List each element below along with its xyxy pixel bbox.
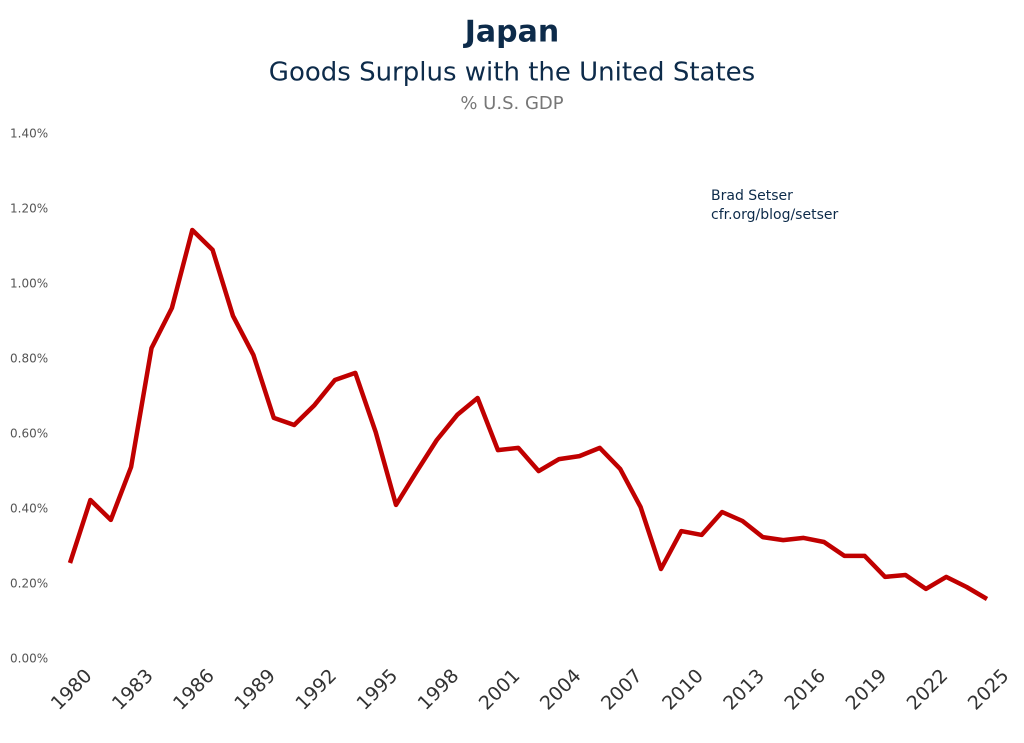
- x-tick-label: 1998: [414, 665, 464, 715]
- x-tick-label: 2010: [658, 665, 708, 715]
- x-tick-label: 1980: [47, 665, 97, 715]
- y-tick-label: 1.00%: [10, 277, 48, 291]
- x-tick-label: 1989: [230, 665, 280, 715]
- x-tick-label: 2025: [964, 665, 1014, 715]
- x-tick-label: 1983: [108, 665, 158, 715]
- y-tick-label: 0.20%: [10, 577, 48, 591]
- y-tick-label: 0.60%: [10, 427, 48, 441]
- x-tick-label: 2007: [597, 665, 647, 715]
- annotation: cfr.org/blog/setser: [711, 207, 838, 223]
- x-tick-label: 1986: [169, 665, 219, 715]
- x-tick-label: 1995: [352, 665, 402, 715]
- x-tick-label: 2019: [842, 665, 892, 715]
- x-tick-label: 2004: [536, 665, 586, 715]
- x-tick-label: 2016: [780, 665, 830, 715]
- y-tick-label: 1.20%: [10, 202, 48, 216]
- x-tick-label: 2022: [903, 665, 953, 715]
- x-tick-label: 1992: [291, 665, 341, 715]
- annotation: Brad Setser: [711, 188, 793, 204]
- units-label: % U.S. GDP: [460, 93, 563, 114]
- y-tick-label: 0.00%: [10, 652, 48, 666]
- chart-title: Japan: [463, 15, 559, 50]
- chart-subtitle: Goods Surplus with the United States: [269, 58, 755, 88]
- y-tick-label: 0.40%: [10, 502, 48, 516]
- x-tick-label: 2013: [719, 665, 769, 715]
- y-tick-label: 1.40%: [10, 127, 48, 141]
- y-tick-label: 0.80%: [10, 352, 48, 366]
- x-tick-label: 2001: [475, 665, 525, 715]
- data-line: [67, 227, 989, 601]
